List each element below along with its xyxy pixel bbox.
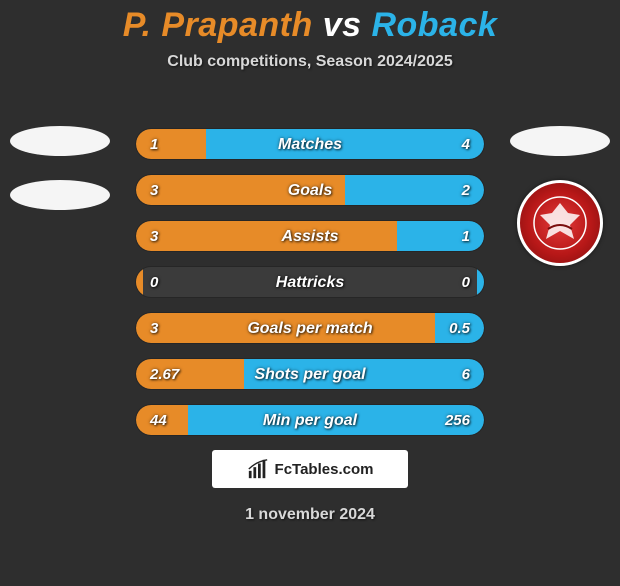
stat-label: Matches [278, 129, 342, 160]
title-vs: vs [323, 6, 362, 44]
stat-label: Min per goal [263, 405, 357, 436]
stat-label: Shots per goal [254, 359, 365, 390]
stat-value-left: 1 [150, 129, 158, 160]
brand-text: FcTables.com [275, 461, 374, 478]
stat-row: 1 4 Matches [135, 128, 485, 160]
brand-logo: FcTables.com [212, 450, 408, 488]
avatar-placeholder [510, 126, 610, 156]
stat-value-left: 3 [150, 221, 158, 252]
stat-value-left: 44 [150, 405, 167, 436]
stat-label: Assists [282, 221, 339, 252]
stat-row: 3 2 Goals [135, 174, 485, 206]
player1-name: P. Prapanth [123, 6, 313, 44]
stat-label: Goals per match [247, 313, 372, 344]
avatar-placeholder [10, 126, 110, 156]
stat-label: Hattricks [276, 267, 344, 298]
stat-value-left: 3 [150, 313, 158, 344]
stat-fill-right [397, 221, 484, 251]
stat-row: 44 256 Min per goal [135, 404, 485, 436]
stat-bars: 1 4 Matches 3 2 Goals 3 1 Assists 0 0 Hattricks 3 0.5… [135, 128, 485, 450]
stat-row: 3 0.5 Goals per match [135, 312, 485, 344]
stat-value-right: 6 [462, 359, 470, 390]
stat-fill-left [136, 221, 397, 251]
stat-row: 2.67 6 Shots per goal [135, 358, 485, 390]
chart-icon [247, 458, 269, 480]
subtitle: Club competitions, Season 2024/2025 [0, 53, 620, 71]
stat-value-right: 256 [445, 405, 470, 436]
stat-row: 3 1 Assists [135, 220, 485, 252]
avatar-placeholder [10, 180, 110, 210]
club-badge [517, 180, 603, 266]
stat-fill-left [136, 129, 206, 159]
stat-value-right: 2 [462, 175, 470, 206]
right-avatars [510, 126, 610, 286]
stat-row: 0 0 Hattricks [135, 266, 485, 298]
stat-label: Goals [288, 175, 332, 206]
left-avatars [10, 126, 110, 234]
stat-value-left: 2.67 [150, 359, 179, 390]
player2-name: Roback [371, 6, 497, 44]
stat-fill-left [136, 267, 143, 297]
stat-value-left: 0 [150, 267, 158, 298]
comparison-title: P. Prapanth vs Roback [0, 6, 620, 45]
stat-value-right: 4 [462, 129, 470, 160]
club-crest-icon [530, 193, 590, 253]
stat-fill-right [477, 267, 484, 297]
stat-value-right: 0.5 [449, 313, 470, 344]
stat-value-left: 3 [150, 175, 158, 206]
footer-date: 1 november 2024 [245, 506, 375, 524]
stat-value-right: 0 [462, 267, 470, 298]
stat-fill-right [206, 129, 484, 159]
stat-value-right: 1 [462, 221, 470, 252]
